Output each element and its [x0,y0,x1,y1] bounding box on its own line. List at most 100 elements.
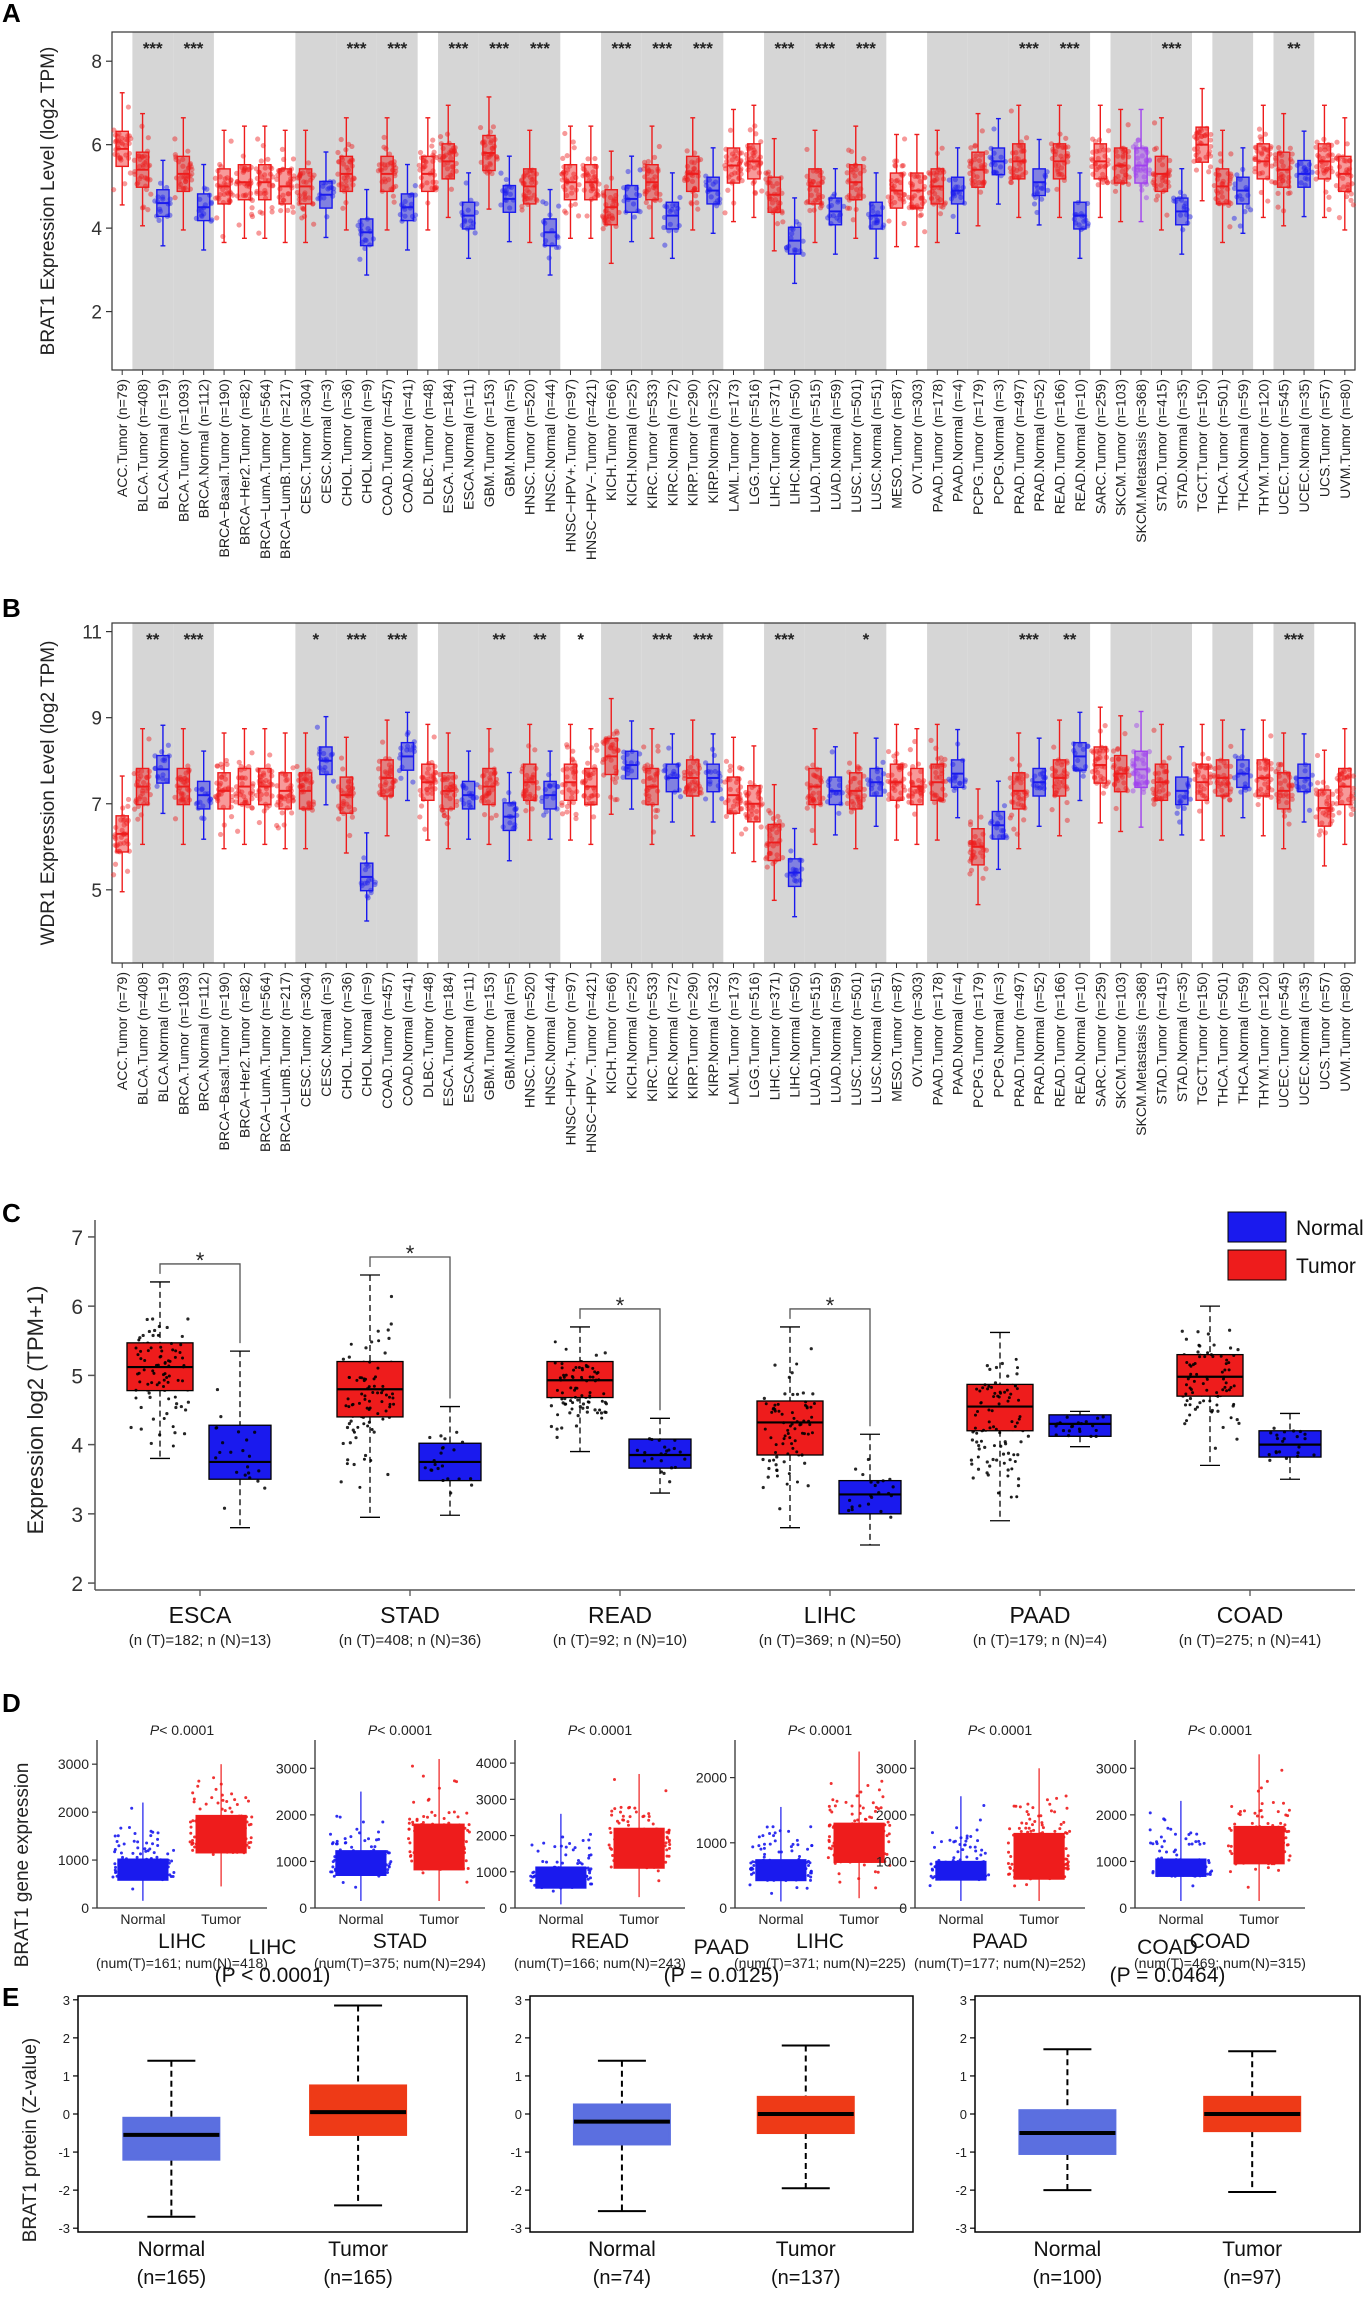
data-point [125,104,132,110]
data-point [178,181,184,188]
data-point [140,164,147,170]
x-tick-label: PAAD.Normal (n=4) [950,379,966,502]
data-point [241,168,247,174]
data-point [256,230,262,236]
data-point [1064,799,1070,806]
data-point [894,803,900,809]
data-point [239,164,245,170]
data-point [477,124,484,131]
x-tick-label: THCA.Tumor (n=501) [1215,972,1231,1106]
data-point [433,179,439,185]
data-point [119,135,125,141]
category-box [380,117,394,231]
data-point [1151,801,1157,807]
data-point [129,1425,133,1430]
data-point [173,1395,177,1399]
x-tick-label: BRCA−LumA.Tumor (n=564) [257,379,273,559]
x-tick-label: UVM.Tumor (n=80) [1337,972,1353,1092]
data-point [570,139,576,145]
data-point [198,207,204,213]
data-point [654,807,661,814]
data-point [286,191,292,197]
data-point [259,210,265,216]
data-point [157,206,163,212]
category-box [298,129,313,244]
shaded-band [295,32,337,370]
data-point [1180,227,1186,233]
data-point [139,154,146,160]
data-point [125,796,132,803]
data-point [563,210,569,216]
x-tick-label: CHOL.Normal (n=9) [359,379,375,504]
data-point [503,176,509,183]
significance-mark: *** [347,39,367,58]
data-point [694,200,700,206]
data-point [346,1458,350,1462]
data-point [146,1382,150,1386]
x-tick-label: LUAD.Tumor (n=515) [807,972,823,1106]
data-point [198,212,205,218]
data-point [727,127,734,133]
data-point [448,186,455,192]
x-tick-label: KICH.Normal (n=25) [624,972,640,1099]
data-point [677,194,683,201]
data-point [424,180,430,186]
category-box [1317,749,1332,867]
x-tick-label: SKCM.Tumor (n=103) [1113,379,1129,516]
data-point [559,802,565,808]
data-point [214,1426,218,1430]
data-point [489,170,495,177]
x-tick-label: BRCA−Basal.Tumor (n=190) [216,972,232,1150]
data-point [1245,204,1251,210]
data-point [215,1387,220,1392]
data-point [136,163,142,170]
data-point [1054,186,1060,192]
data-point [151,1369,155,1373]
data-point [305,767,311,773]
data-point [143,186,150,193]
data-point [281,197,287,203]
data-point [138,173,145,179]
category-box [1195,87,1209,202]
data-point [117,155,123,162]
data-point [449,148,455,154]
data-point [575,213,582,219]
data-point [175,1402,179,1406]
category-box [278,732,293,850]
x-tick-label: PCPG.Tumor (n=179) [970,379,986,515]
category-box [726,108,741,223]
data-point [339,1480,343,1484]
data-point [249,213,256,220]
x-tick-label: COAD.Normal (n=41) [399,972,415,1106]
shaded-band [376,32,418,370]
data-point [262,177,269,183]
data-point [167,1374,171,1378]
category-box [1195,723,1209,841]
data-point [183,178,189,184]
data-point [1275,190,1281,196]
data-point [212,175,219,181]
x-tick-label: GBM.Tumor (n=153) [481,379,497,507]
data-point [646,204,652,210]
data-point [967,822,974,828]
data-point [1031,201,1038,207]
data-point [1080,773,1086,779]
category-box [115,775,130,893]
data-point [811,207,817,213]
data-point [180,163,186,169]
data-point [146,1349,150,1353]
data-point [1348,197,1354,203]
y-axis-label: Expression log2 (TPM+1) [23,1286,48,1535]
x-tick-label: TGCT.Tumor (n=150) [1194,972,1210,1105]
data-point [171,1348,175,1352]
data-point [1153,197,1159,203]
category-box [217,732,231,850]
x-tick-label: UCS.Tumor (n=57) [1316,379,1332,497]
data-point [564,744,571,750]
x-tick-label: ACC.Tumor (n=79) [114,972,130,1090]
data-point [410,779,416,785]
shaded-band [845,32,887,370]
data-point [160,1349,164,1353]
data-point [796,221,802,228]
data-point [158,1355,162,1359]
